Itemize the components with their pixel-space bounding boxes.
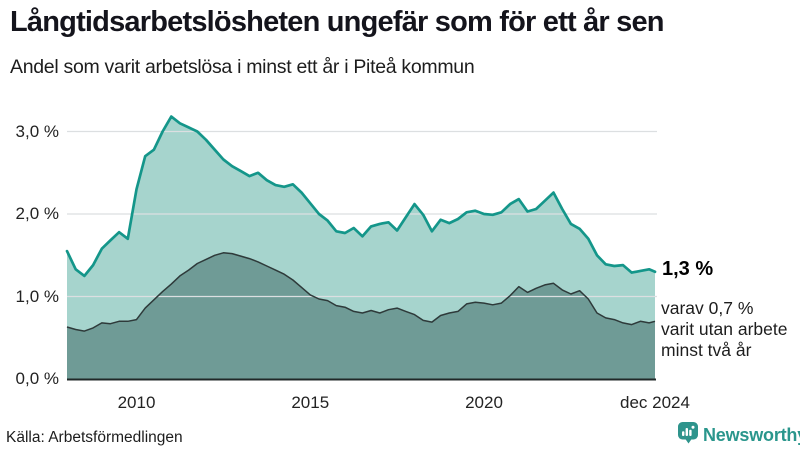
latest-value-label: 1,3 % [662,258,714,280]
annotation-line: varav 0,7 % [661,298,754,318]
x-axis-tick-label: 2010 [117,393,156,412]
y-axis-tick-label: 3,0 % [15,121,59,141]
x-axis-tick-label: 2020 [465,393,503,412]
y-axis-tick-label: 1,0 % [15,286,59,306]
line-one-year [65,115,657,278]
source-credit: Källa: Arbetsförmedlingen [6,429,183,446]
annotation-line: varit utan arbete [661,319,788,339]
y-axis-tick-label: 2,0 % [15,204,59,223]
two-year-annotation: varav 0,7 % varit utan arbete minst två … [661,298,787,361]
newsworthy-wordmark: Newsworthy [703,424,800,445]
annotation-line: minst två år [661,340,752,360]
page-title: Långtidsarbetslösheten ungefär som för e… [10,6,665,38]
newsworthy-bubble-chart-icon [677,421,699,450]
newsworthy-logo: Newsworthy [677,421,800,450]
x-axis-tick-label: dec 2024 [620,393,690,412]
chart-subtitle: Andel som varit arbetslösa i minst ett å… [10,56,475,78]
x-axis-tick-label: 2015 [291,393,330,412]
line-two-years [66,252,656,332]
y-axis-tick-label: 0,0 % [15,369,59,388]
area-unemployed-two-years [67,252,655,379]
